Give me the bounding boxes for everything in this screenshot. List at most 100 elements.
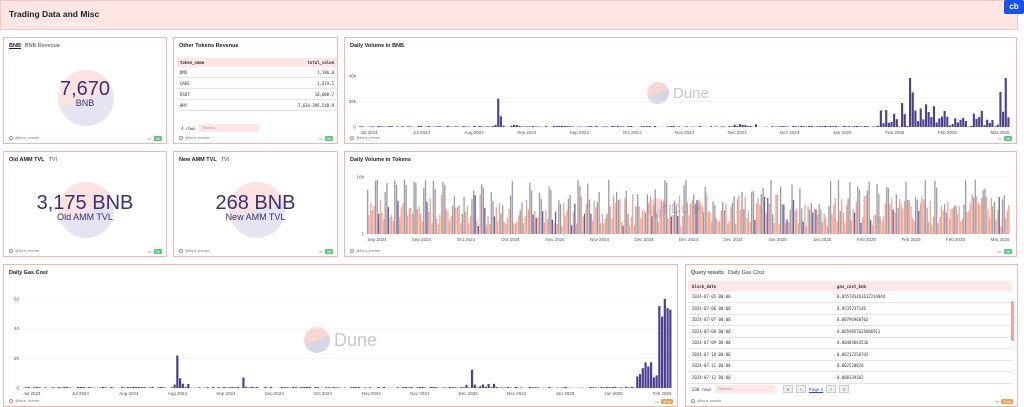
token-volume-bar (490, 191, 492, 234)
author-link[interactable]: @four_meme (356, 248, 381, 253)
token-volume-bar (779, 186, 782, 234)
token-volume-bar (471, 198, 473, 234)
gas-cost-bar (484, 386, 487, 388)
more-icon[interactable]: ••• (147, 136, 152, 141)
more-icon[interactable]: ••• (995, 399, 1000, 404)
gas-cost-bar (415, 387, 419, 388)
author-link[interactable]: @four_meme (15, 248, 40, 253)
gas-cost-bar (242, 377, 245, 388)
token-volume-bar (804, 204, 806, 234)
search-input[interactable]: Search... (199, 124, 260, 132)
gas-cost-bar (537, 387, 540, 388)
search-input[interactable]: Search... (715, 385, 776, 393)
user-icon (9, 135, 13, 140)
more-icon[interactable]: ••• (147, 249, 152, 254)
gas-cost-bar (187, 383, 190, 388)
token-volume-bar (919, 202, 922, 234)
token-volume-bar (556, 223, 558, 234)
gas-cost-bar (217, 387, 220, 388)
volume-bar (616, 125, 619, 127)
tab-bnb[interactable]: BNB (9, 43, 21, 49)
panel-footer: @four_meme (9, 248, 39, 253)
volume-bar (882, 123, 885, 127)
volume-bar (603, 126, 606, 127)
table-scrollbar[interactable] (1011, 301, 1014, 341)
counter-label: New AMM TVL (225, 212, 286, 222)
token-volume-bar (593, 200, 595, 234)
more-icon[interactable]: ••• (318, 136, 323, 141)
gas-cost-bar (294, 387, 297, 388)
last-page-button[interactable]: » (839, 385, 850, 393)
user-icon (179, 248, 183, 253)
token-volume-bar (998, 197, 1000, 234)
token-volume-bar (715, 218, 717, 234)
gas-cost-bar (162, 387, 165, 388)
more-icon[interactable]: ••• (318, 249, 323, 254)
panel-title: BNB BNB Revenue (9, 43, 60, 49)
gas-cost-bar (79, 386, 83, 388)
panel-badges: ••• 3h (318, 136, 333, 141)
x-tick-label: Aug 2024 (119, 391, 139, 396)
gas-cost-bar (418, 386, 421, 388)
more-icon[interactable]: ••• (655, 399, 660, 404)
volume-bar (847, 126, 851, 127)
volume-bar (566, 126, 569, 127)
table-row: 2024-07-09 00:00 0.0040464353b (688, 337, 1012, 349)
column-header[interactable]: total_value (243, 58, 337, 67)
more-icon[interactable]: ••• (997, 136, 1002, 141)
volume-bar (794, 126, 797, 127)
token-volume-bar (432, 180, 435, 234)
token-volume-bar (882, 216, 885, 234)
token-volume-bar (685, 179, 687, 234)
volume-bar (672, 125, 675, 127)
volume-bar (622, 126, 625, 127)
first-page-button[interactable]: « (783, 385, 793, 393)
token-volume-bar (408, 208, 411, 234)
token-volume-bar (813, 208, 816, 234)
column-header[interactable]: token_name (177, 58, 244, 67)
token-volume-bar (707, 210, 710, 234)
token-volume-bar (839, 211, 841, 234)
volume-bar (879, 110, 882, 127)
token-volume-bar (525, 199, 528, 234)
volume-bar (877, 125, 880, 127)
token-volume-bar (979, 204, 981, 234)
gas-cost-bar (90, 387, 94, 388)
volume-bar (438, 126, 441, 127)
author-link[interactable]: @four_meme (356, 135, 381, 140)
volume-bar (515, 125, 518, 127)
tab-new-amm[interactable]: New AMM TVL (179, 157, 217, 163)
token-volume-bar (604, 218, 607, 234)
author-link[interactable]: @four_meme (15, 398, 40, 403)
coinbase-badge[interactable]: cb (1004, 0, 1024, 14)
user-icon (691, 398, 695, 403)
author-link[interactable]: @four_meme (185, 248, 210, 253)
prev-page-button[interactable]: ‹ (796, 385, 806, 393)
gas-cost-bar (429, 386, 432, 388)
y-tick-label: 20k (349, 99, 357, 104)
tab-query-results[interactable]: Query results (691, 270, 724, 276)
token-volume-bar (985, 196, 988, 234)
gas-cost-bar (421, 386, 424, 388)
more-icon[interactable]: ••• (997, 249, 1002, 254)
author-link[interactable]: @four_meme (15, 135, 40, 140)
cell: 2024-07-09 00:00 (688, 337, 833, 349)
column-header[interactable]: gas_cost_bnb (833, 281, 1012, 291)
volume-bar (409, 126, 412, 127)
gas-cost-bar (250, 386, 253, 388)
volume-bar (571, 126, 574, 127)
gas-cost-bar (407, 387, 410, 388)
token-volume-bar (617, 200, 620, 234)
token-volume-bar (548, 186, 550, 234)
next-page-button[interactable]: › (826, 385, 837, 393)
author-link[interactable]: @four_meme (185, 135, 210, 140)
author-link[interactable]: @four_meme (697, 398, 722, 403)
gas-cost-bar (148, 387, 151, 388)
page-indicator[interactable]: Page 1 (809, 386, 824, 392)
column-header[interactable]: block_date (688, 281, 833, 291)
token-volume-bar (378, 213, 380, 234)
token-volume-bar (582, 216, 584, 234)
cell: 1,819.1 (243, 77, 337, 89)
token-volume-bar (482, 187, 485, 234)
tab-old-amm[interactable]: Old AMM TVL (9, 157, 45, 163)
